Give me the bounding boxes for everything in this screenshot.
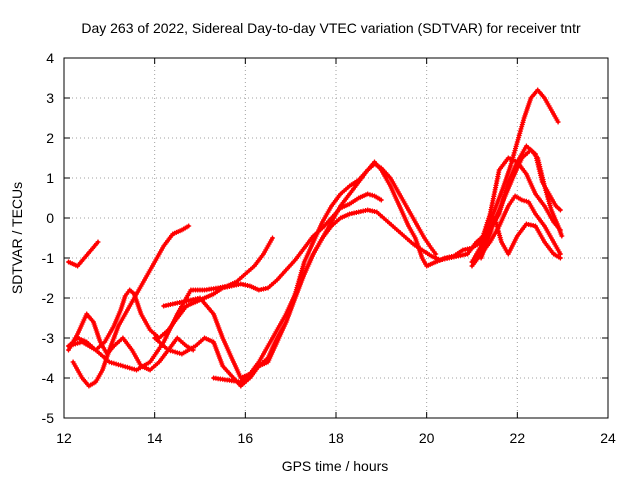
x-tick-label: 14	[147, 430, 163, 446]
x-tick-label: 12	[56, 430, 72, 446]
series-line	[153, 162, 438, 388]
series-markers	[66, 235, 275, 373]
series-track-l	[465, 87, 561, 257]
y-tick-label: 4	[46, 50, 54, 66]
chart-title: Day 263 of 2022, Sidereal Day-to-day VTE…	[81, 20, 581, 36]
series-track-j	[469, 159, 563, 265]
x-tick-label: 20	[419, 430, 435, 446]
series-markers	[70, 223, 192, 389]
x-tick-label: 22	[510, 430, 526, 446]
series-markers	[211, 143, 563, 385]
x-tick-label: 18	[328, 430, 344, 446]
series-track-a	[66, 239, 101, 269]
y-axis-label: SDTVAR / TECUs	[9, 182, 25, 294]
series-markers	[465, 87, 561, 257]
x-tick-label: 16	[238, 430, 254, 446]
y-tick-label: -1	[42, 250, 55, 266]
y-tick-label: -2	[42, 290, 55, 306]
y-tick-label: -5	[42, 410, 55, 426]
series-track-m	[469, 193, 563, 269]
y-tick-label: 1	[46, 170, 54, 186]
y-tick-label: 3	[46, 90, 54, 106]
series-markers	[469, 193, 563, 269]
y-tick-label: -3	[42, 330, 55, 346]
x-tick-label: 24	[600, 430, 616, 446]
series-layer	[66, 87, 565, 389]
series-track-c	[70, 223, 192, 389]
x-axis-label: GPS time / hours	[282, 458, 389, 474]
y-tick-label: 2	[46, 130, 54, 146]
series-markers	[66, 239, 101, 269]
y-tick-label: 0	[46, 210, 54, 226]
y-tick-label: -4	[42, 370, 55, 386]
